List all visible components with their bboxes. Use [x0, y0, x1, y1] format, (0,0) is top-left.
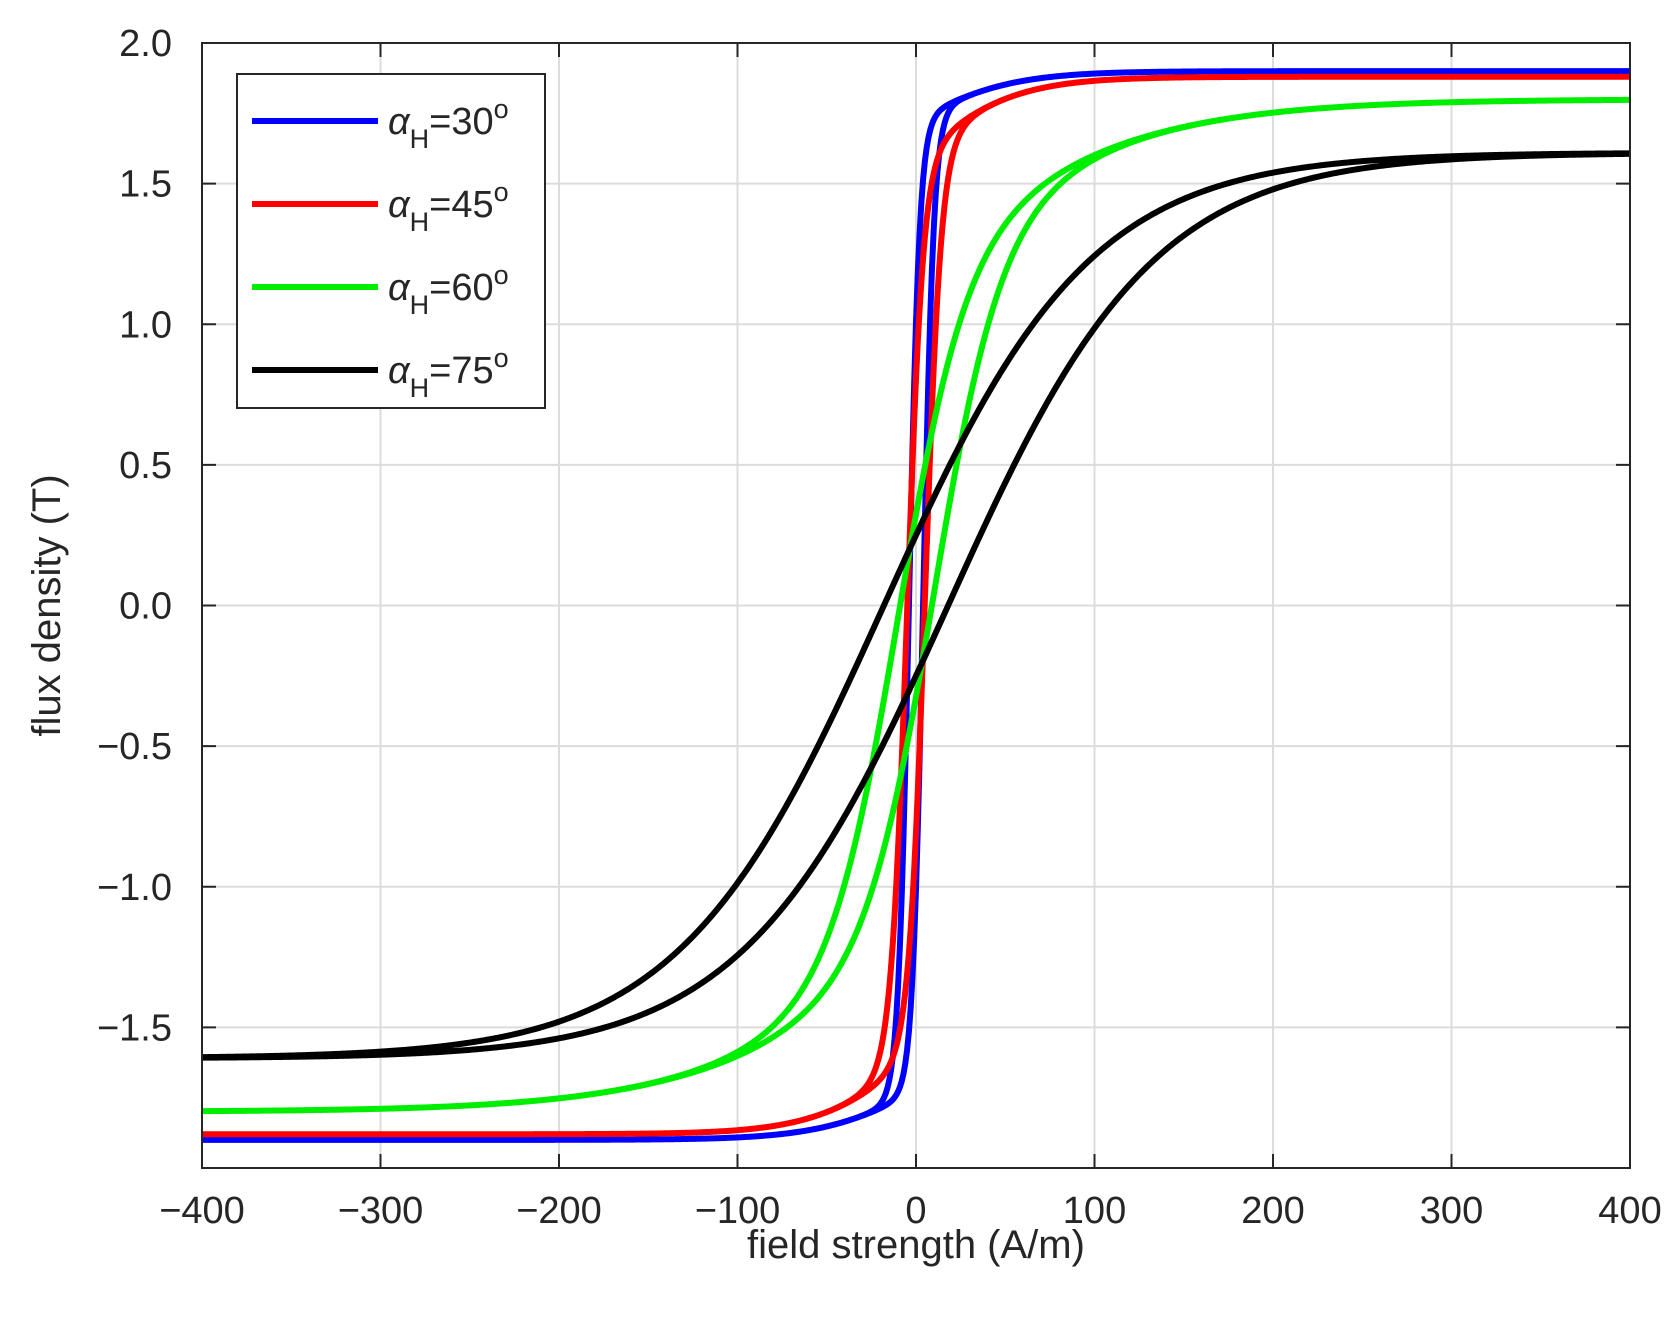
axes [201, 42, 1631, 1169]
legend-value: =60 [429, 267, 493, 309]
legend-box [236, 73, 546, 409]
legend-value: =75 [429, 350, 493, 392]
x-tick-label: −100 [695, 1190, 781, 1232]
legend-symbol: α [388, 350, 411, 392]
legend-subscript: H [410, 373, 430, 403]
legend-symbol: α [388, 267, 411, 309]
y-tick-label: 1.0 [119, 304, 172, 346]
y-tick-label: 0.0 [119, 586, 172, 628]
x-tick-label: 400 [1598, 1190, 1661, 1232]
series-line-1 [202, 68, 1630, 1143]
legend-label-2: αH=45o [388, 177, 509, 237]
legend-subscript: H [410, 124, 430, 154]
legend-label-4: αH=75o [388, 343, 509, 403]
y-tick-label: −1.5 [97, 1007, 172, 1049]
legend-degree: o [494, 343, 509, 373]
legend-symbol: α [388, 184, 411, 226]
legend-symbol: α [388, 101, 411, 143]
legend-degree: o [494, 94, 509, 124]
legend-label-1: αH=30o [388, 94, 509, 154]
x-tick-label: −300 [338, 1190, 424, 1232]
series-layer [202, 68, 1630, 1143]
legend-degree: o [494, 260, 509, 290]
x-tick-label: −200 [516, 1190, 602, 1232]
tick-labels: −400 −300 −200 −100 0 100 200 300 400 2.0 1.5 1.0 0.… [97, 23, 1662, 1232]
x-tick-label: 0 [905, 1190, 926, 1232]
legend-value: =30 [429, 101, 493, 143]
y-tick-label: −0.5 [97, 726, 172, 768]
x-axis-title: field strength (A/m) [747, 1223, 1085, 1267]
y-tick-label: 0.5 [119, 445, 172, 487]
legend-subscript: H [410, 207, 430, 237]
y-tick-label: −1.0 [97, 867, 172, 909]
series-line-2 [202, 73, 1630, 1138]
series-line-3 [202, 96, 1630, 1115]
y-tick-label: 2.0 [119, 23, 172, 65]
legend-subscript: H [410, 290, 430, 320]
y-tick-label: 1.5 [119, 164, 172, 206]
series-line-4 [202, 150, 1630, 1061]
x-tick-label: 100 [1063, 1190, 1126, 1232]
legend-label-3: αH=60o [388, 260, 509, 320]
y-axis-title: flux density (T) [25, 474, 69, 736]
legend-degree: o [494, 177, 509, 207]
legend-value: =45 [429, 184, 493, 226]
x-tick-label: 200 [1241, 1190, 1304, 1232]
x-tick-label: −400 [159, 1190, 245, 1232]
x-tick-label: 300 [1420, 1190, 1483, 1232]
